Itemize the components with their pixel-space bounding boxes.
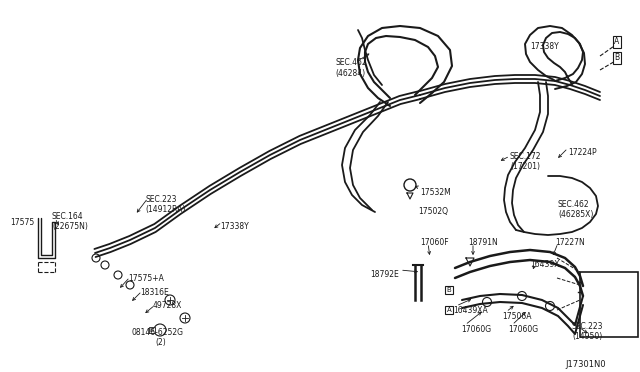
Text: 17338Y: 17338Y — [530, 42, 559, 51]
Text: SEC.223: SEC.223 — [145, 195, 177, 204]
Text: 17060F: 17060F — [420, 238, 449, 247]
Text: 17060G: 17060G — [461, 325, 491, 334]
Text: 17227N: 17227N — [555, 238, 585, 247]
Text: SEC.223: SEC.223 — [572, 322, 604, 331]
Text: (14912RA): (14912RA) — [145, 205, 186, 214]
Text: 17532M: 17532M — [420, 188, 451, 197]
Text: (2): (2) — [155, 338, 166, 347]
Text: SEC.462: SEC.462 — [558, 200, 589, 209]
Text: B: B — [447, 287, 451, 293]
Text: 17224P: 17224P — [568, 148, 596, 157]
Text: 17575+A: 17575+A — [128, 274, 164, 283]
Text: SEC.164: SEC.164 — [52, 212, 84, 221]
Text: 17575: 17575 — [10, 218, 35, 227]
Text: SEC.172: SEC.172 — [510, 152, 541, 161]
Text: J17301N0: J17301N0 — [565, 360, 605, 369]
Text: 17338Y: 17338Y — [220, 222, 249, 231]
Text: 18792E: 18792E — [370, 270, 399, 279]
Text: 18316E: 18316E — [140, 288, 169, 297]
Text: 17506A: 17506A — [502, 312, 531, 321]
Text: 16439X: 16439X — [530, 260, 559, 269]
Text: (46285X): (46285X) — [558, 210, 593, 219]
Text: A: A — [447, 307, 451, 313]
Text: A: A — [614, 38, 620, 46]
Text: (22675N): (22675N) — [52, 222, 88, 231]
Text: 18791N: 18791N — [468, 238, 498, 247]
Text: 08146-6252G: 08146-6252G — [132, 328, 184, 337]
Text: 16439XA: 16439XA — [453, 306, 488, 315]
Text: 17502Q: 17502Q — [418, 207, 448, 216]
Text: B: B — [614, 54, 620, 62]
Text: 49728X: 49728X — [153, 301, 182, 310]
Text: (17201): (17201) — [510, 162, 540, 171]
Text: B: B — [150, 327, 154, 333]
Text: 17060G: 17060G — [508, 325, 538, 334]
Text: SEC.462: SEC.462 — [335, 58, 367, 67]
Text: (46284): (46284) — [335, 69, 365, 78]
Bar — [580, 272, 638, 337]
Text: (14950): (14950) — [572, 332, 602, 341]
